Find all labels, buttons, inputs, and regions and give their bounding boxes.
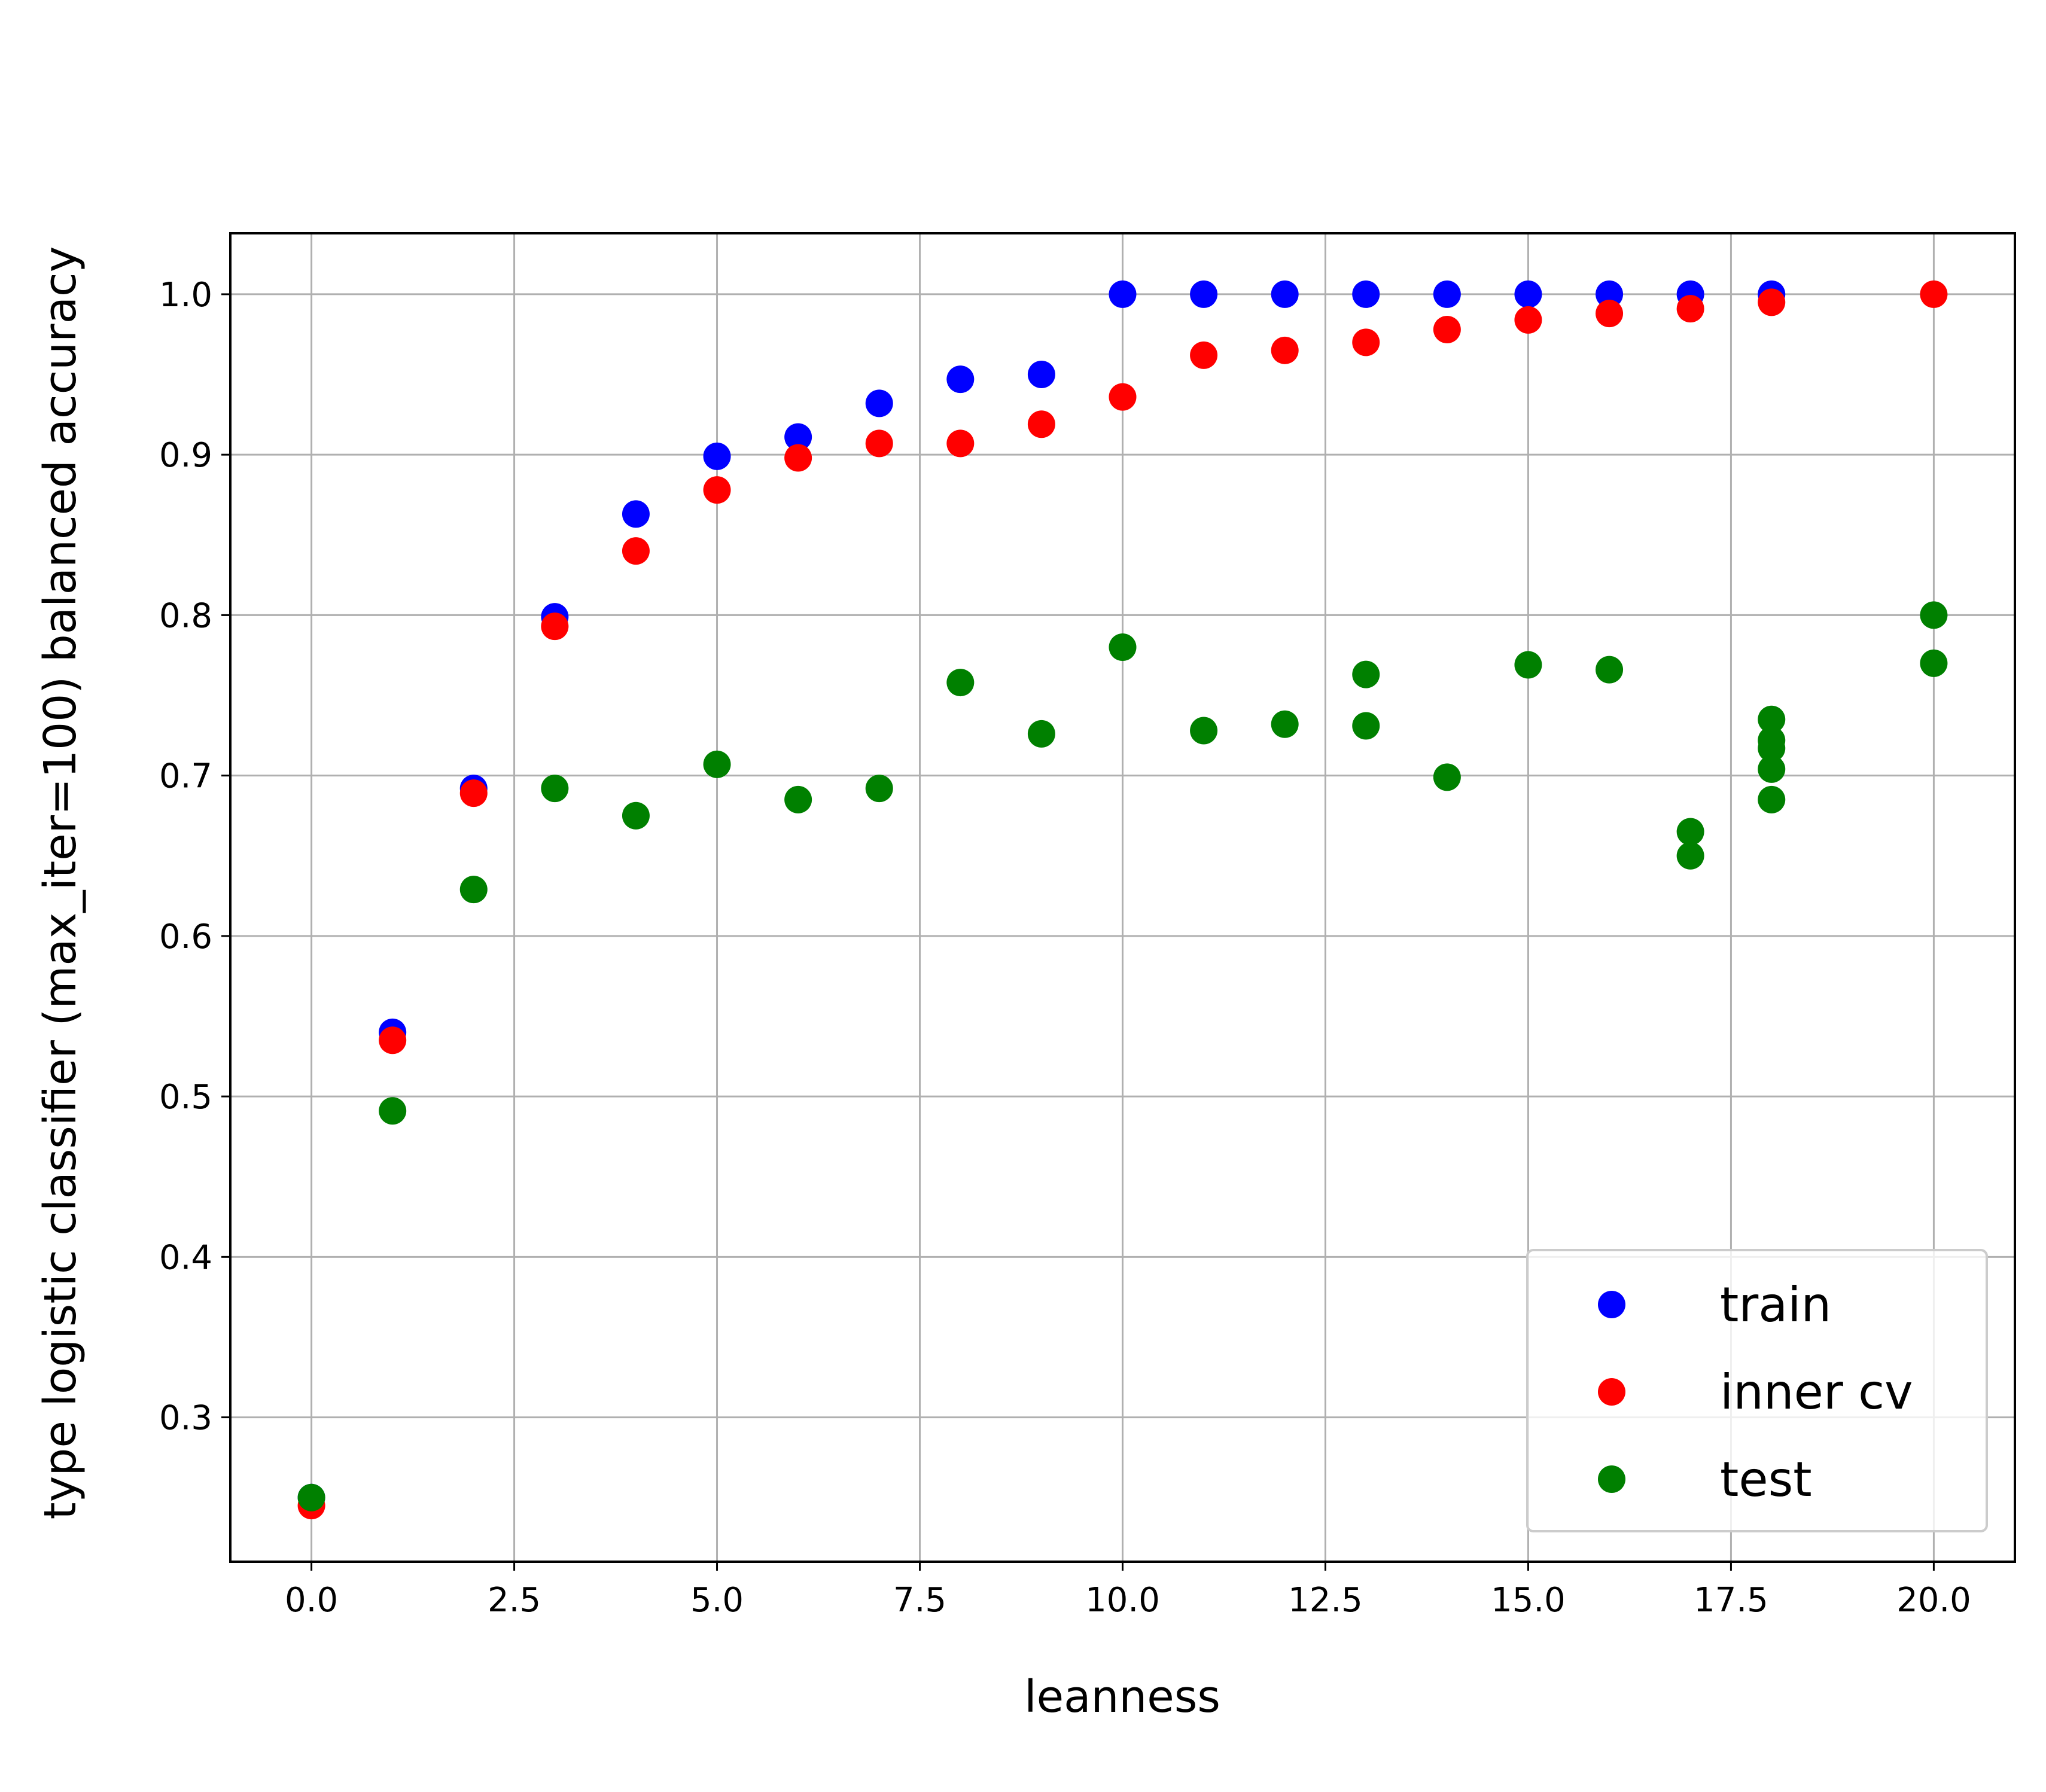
data-point-test xyxy=(1109,633,1137,662)
y-tick-label: 0.4 xyxy=(159,1238,212,1277)
x-tick-label: 2.5 xyxy=(488,1581,541,1620)
y-axis-label: type logistic classifier (max_iter=100) … xyxy=(35,246,86,1520)
data-point-inner-cv xyxy=(1190,341,1218,369)
data-point-test xyxy=(622,801,650,830)
data-point-inner-cv xyxy=(1514,306,1542,334)
data-point-test xyxy=(1758,705,1786,733)
legend-marker-test xyxy=(1598,1465,1625,1493)
data-points xyxy=(297,280,1948,1520)
x-axis-label: leanness xyxy=(1024,1671,1220,1723)
data-point-train xyxy=(1433,280,1461,308)
legend: train inner cv test xyxy=(1526,1249,1988,1532)
data-point-train xyxy=(622,500,650,528)
data-point-train xyxy=(784,423,812,451)
data-point-test xyxy=(946,669,975,697)
data-point-test xyxy=(1920,601,1948,629)
data-point-inner-cv xyxy=(946,429,975,458)
data-point-test xyxy=(1676,842,1704,870)
x-tick-label: 0.0 xyxy=(285,1581,338,1620)
data-point-inner-cv xyxy=(459,779,488,807)
y-tick-label: 0.8 xyxy=(159,596,212,635)
y-tick-label: 1.0 xyxy=(159,276,212,315)
data-point-inner-cv xyxy=(865,429,893,458)
data-point-test xyxy=(1920,649,1948,677)
data-point-inner-cv xyxy=(1920,280,1948,308)
data-point-inner-cv xyxy=(1676,295,1704,323)
y-tick-label: 0.5 xyxy=(159,1078,212,1117)
data-point-test xyxy=(297,1483,325,1511)
data-point-train xyxy=(1352,280,1380,308)
data-point-train xyxy=(1514,280,1542,308)
data-point-train xyxy=(1271,280,1299,308)
axis-ticks: 0.0 2.5 5.0 7.5 10.0 12.5 15.0 17.5 20.0 0.3 0.4 0.… xyxy=(159,276,1971,1620)
data-point-train xyxy=(1109,280,1137,308)
data-point-inner-cv xyxy=(784,444,812,472)
data-point-test xyxy=(1027,720,1055,748)
data-point-inner-cv xyxy=(379,1026,407,1055)
series-test xyxy=(297,601,1948,1511)
data-point-test xyxy=(1676,818,1704,846)
x-tick-label: 10.0 xyxy=(1085,1581,1160,1620)
data-point-inner-cv xyxy=(1352,328,1380,356)
data-point-test xyxy=(1758,785,1786,813)
y-tick-label: 0.3 xyxy=(159,1399,212,1438)
data-point-test xyxy=(784,785,812,813)
data-point-train xyxy=(1190,280,1218,308)
data-point-train xyxy=(703,442,731,470)
data-point-inner-cv xyxy=(541,612,569,641)
legend-marker-inner-cv xyxy=(1598,1378,1625,1406)
data-point-train xyxy=(1027,361,1055,389)
x-tick-label: 17.5 xyxy=(1694,1581,1768,1620)
data-point-inner-cv xyxy=(622,537,650,565)
x-tick-label: 7.5 xyxy=(893,1581,946,1620)
y-tick-label: 0.6 xyxy=(159,918,212,956)
data-point-test xyxy=(1596,656,1624,684)
y-tick-label: 0.7 xyxy=(159,757,212,796)
y-tick-label: 0.9 xyxy=(159,436,212,475)
data-point-test xyxy=(1758,755,1786,783)
data-point-test xyxy=(1352,660,1380,688)
legend-label-train: train xyxy=(1720,1277,1831,1333)
data-point-inner-cv xyxy=(703,476,731,504)
data-point-test xyxy=(703,750,731,778)
data-point-train xyxy=(946,365,975,394)
x-tick-label: 20.0 xyxy=(1896,1581,1971,1620)
data-point-test xyxy=(1758,726,1786,754)
data-point-test xyxy=(1190,717,1218,745)
data-point-test xyxy=(379,1097,407,1125)
data-point-test xyxy=(1271,710,1299,738)
data-point-inner-cv xyxy=(1596,300,1624,328)
legend-marker-train xyxy=(1598,1291,1625,1318)
x-tick-label: 15.0 xyxy=(1491,1581,1566,1620)
legend-label-inner-cv: inner cv xyxy=(1720,1364,1913,1420)
data-point-inner-cv xyxy=(1433,315,1461,343)
data-point-train xyxy=(865,389,893,417)
data-point-inner-cv xyxy=(1758,288,1786,316)
series-inner-cv xyxy=(297,280,1948,1520)
legend-label-test: test xyxy=(1720,1452,1812,1507)
data-point-inner-cv xyxy=(1109,383,1137,411)
data-point-test xyxy=(541,775,569,803)
data-point-test xyxy=(459,876,488,904)
x-tick-label: 12.5 xyxy=(1288,1581,1363,1620)
data-point-test xyxy=(1433,763,1461,791)
legend-box xyxy=(1526,1249,1988,1532)
data-point-test xyxy=(1514,651,1542,679)
data-point-inner-cv xyxy=(1027,410,1055,438)
data-point-test xyxy=(1352,712,1380,740)
data-point-train xyxy=(1596,280,1624,308)
x-tick-label: 5.0 xyxy=(690,1581,744,1620)
data-point-inner-cv xyxy=(1271,336,1299,364)
data-point-test xyxy=(865,775,893,803)
